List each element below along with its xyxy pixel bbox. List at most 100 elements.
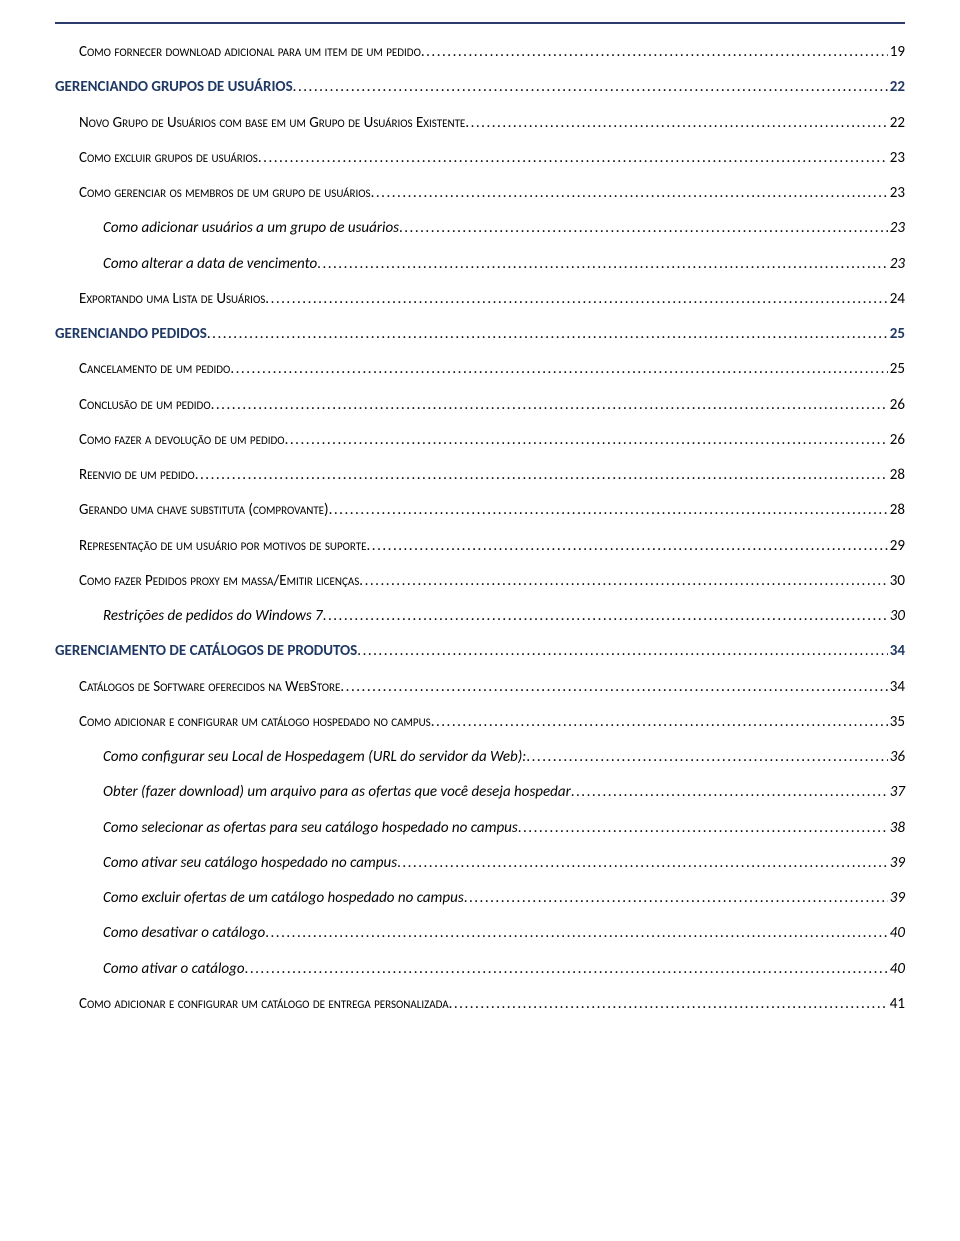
toc-entry-page: 40 [888, 923, 905, 943]
toc-entry-title: Como desativar o catálogo [103, 923, 265, 943]
toc-entry: Como fornecer download adicional para um… [79, 42, 905, 62]
toc-entry-page: 38 [888, 818, 905, 838]
toc-entry-title: Como fornecer download adicional para um… [79, 42, 421, 62]
toc-leader-dots [399, 218, 888, 238]
toc-entry-page: 22 [888, 113, 905, 133]
toc-leader-dots [371, 183, 888, 203]
toc-entry-title: GERENCIAMENTO DE CATÁLOGOS DE PRODUTOS [55, 641, 357, 661]
toc-leader-dots [207, 324, 888, 344]
toc-entry-page: 23 [888, 254, 905, 274]
toc-entry: Obter (fazer download) um arquivo para a… [103, 782, 905, 802]
toc-entry: Restrições de pedidos do Windows 7 30 [103, 606, 905, 626]
toc-entry: GERENCIANDO PEDIDOS 25 [55, 324, 905, 344]
toc-leader-dots [258, 148, 888, 168]
toc-entry-title: Catálogos de Software oferecidos na WebS… [79, 677, 340, 697]
toc-entry: Como excluir ofertas de um catálogo hosp… [103, 888, 905, 908]
toc-entry-title: Cancelamento de um pedido [79, 359, 230, 379]
toc-entry-title: Obter (fazer download) um arquivo para a… [103, 782, 571, 802]
toc-entry-page: 34 [888, 677, 905, 697]
toc-entry-page: 40 [888, 959, 905, 979]
toc-entry: Como desativar o catálogo 40 [103, 923, 905, 943]
toc-leader-dots [464, 888, 888, 908]
toc-leader-dots [317, 254, 888, 274]
toc-leader-dots [397, 853, 888, 873]
toc-leader-dots [367, 536, 888, 556]
toc-leader-dots [431, 712, 888, 732]
toc-entry-page: 19 [888, 42, 905, 62]
toc-leader-dots [526, 747, 887, 767]
toc-leader-dots [211, 395, 888, 415]
toc-leader-dots [465, 113, 887, 133]
toc-entry: Como ativar o catálogo 40 [103, 959, 905, 979]
toc-entry: Gerando uma chave substituta (comprovant… [79, 500, 905, 520]
document-page: Como fornecer download adicional para um… [0, 0, 960, 1241]
toc-leader-dots [285, 430, 888, 450]
toc-leader-dots [230, 359, 887, 379]
toc-entry-page: 28 [888, 465, 905, 485]
toc-entry-title: Representação de um usuário por motivos … [79, 536, 367, 556]
toc-entry-page: 25 [888, 359, 905, 379]
toc-entry-page: 29 [888, 536, 905, 556]
toc-leader-dots [265, 289, 888, 309]
toc-entry-page: 23 [888, 148, 905, 168]
toc-leader-dots [571, 782, 888, 802]
toc-entry-title: Como fazer a devolução de um pedido [79, 430, 285, 450]
toc-entry: Novo Grupo de Usuários com base em um Gr… [79, 113, 905, 133]
toc-entry-page: 22 [888, 77, 905, 97]
header-rule [55, 22, 905, 24]
toc-entry-title: Como adicionar e configurar um catálogo … [79, 994, 449, 1014]
toc-entry-title: Como excluir ofertas de um catálogo hosp… [103, 888, 464, 908]
toc-leader-dots [421, 42, 888, 62]
toc-entry: GERENCIANDO GRUPOS DE USUÁRIOS 22 [55, 77, 905, 97]
toc-entry-page: 37 [888, 782, 905, 802]
toc-entry: Como adicionar e configurar um catálogo … [79, 712, 905, 732]
toc-entry: Como fazer Pedidos proxy em massa/Emitir… [79, 571, 905, 591]
toc-leader-dots [340, 677, 887, 697]
toc-leader-dots [357, 641, 888, 661]
toc-leader-dots [449, 994, 888, 1014]
toc-entry-title: Como ativar seu catálogo hospedado no ca… [103, 853, 397, 873]
toc-entry-page: 23 [888, 183, 905, 203]
toc-leader-dots [245, 959, 888, 979]
toc-entry: Exportando uma Lista de Usuários24 [79, 289, 905, 309]
toc-entry-page: 30 [888, 571, 905, 591]
toc-entry-title: Como adicionar usuários a um grupo de us… [103, 218, 399, 238]
toc-leader-dots [293, 77, 888, 97]
toc-entry-page: 39 [888, 888, 905, 908]
toc-entry-title: Novo Grupo de Usuários com base em um Gr… [79, 113, 465, 133]
toc-entry-page: 26 [888, 395, 905, 415]
toc-entry-title: Como gerenciar os membros de um grupo de… [79, 183, 371, 203]
toc-entry-title: Como ativar o catálogo [103, 959, 245, 979]
toc-entry-title: Como alterar a data de vencimento [103, 254, 317, 274]
toc-entry: Como ativar seu catálogo hospedado no ca… [103, 853, 905, 873]
toc-entry: Como excluir grupos de usuários 23 [79, 148, 905, 168]
toc-entry: Como configurar seu Local de Hospedagem … [103, 747, 905, 767]
toc-entry: Como fazer a devolução de um pedido26 [79, 430, 905, 450]
toc-entry-title: Como configurar seu Local de Hospedagem … [103, 747, 526, 767]
toc-entry-page: 23 [888, 218, 905, 238]
toc-entry: Catálogos de Software oferecidos na WebS… [79, 677, 905, 697]
toc-entry-page: 30 [888, 606, 905, 626]
toc-entry-title: GERENCIANDO PEDIDOS [55, 324, 207, 344]
toc-entry-page: 36 [888, 747, 905, 767]
toc-entry-title: GERENCIANDO GRUPOS DE USUÁRIOS [55, 77, 293, 97]
toc-entry: Cancelamento de um pedido 25 [79, 359, 905, 379]
toc-entry-title: Restrições de pedidos do Windows 7 [103, 606, 323, 626]
toc-entry-page: 25 [888, 324, 905, 344]
toc-entry-page: 34 [888, 641, 905, 661]
toc-entry-title: Gerando uma chave substituta (comprovant… [79, 500, 329, 520]
toc-entry-title: Como excluir grupos de usuários [79, 148, 258, 168]
toc-entry: Como adicionar usuários a um grupo de us… [103, 218, 905, 238]
toc-leader-dots [195, 465, 888, 485]
toc-leader-dots [265, 923, 888, 943]
toc-entry-page: 24 [888, 289, 905, 309]
toc-entry-page: 39 [888, 853, 905, 873]
toc-entry: Como gerenciar os membros de um grupo de… [79, 183, 905, 203]
table-of-contents: Como fornecer download adicional para um… [55, 42, 905, 1014]
toc-entry: Como selecionar as ofertas para seu catá… [103, 818, 905, 838]
toc-entry-title: Conclusão de um pedido [79, 395, 211, 415]
toc-leader-dots [359, 571, 887, 591]
toc-entry-title: Como fazer Pedidos proxy em massa/Emitir… [79, 571, 359, 591]
toc-entry-title: Reenvio de um pedido [79, 465, 195, 485]
toc-entry: Representação de um usuário por motivos … [79, 536, 905, 556]
